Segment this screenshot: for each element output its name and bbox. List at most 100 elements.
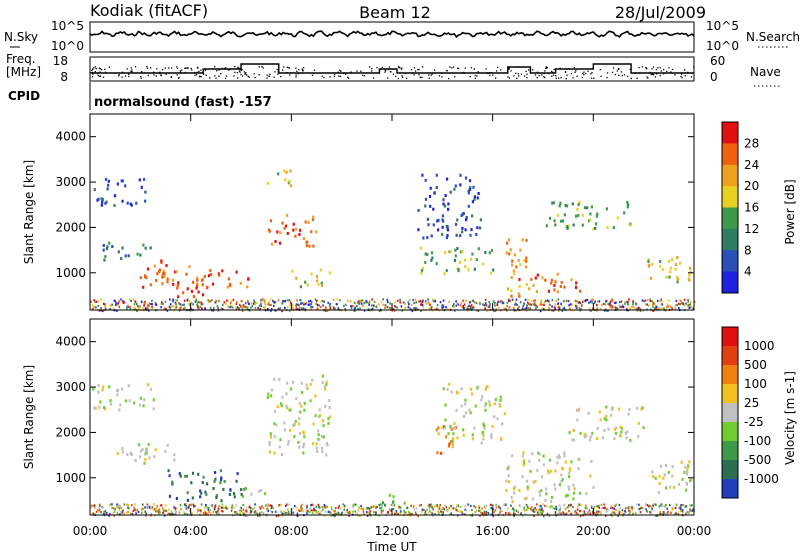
- ground-scatter: [146, 506, 149, 509]
- range-cell: [143, 461, 146, 465]
- nave-dot: [548, 73, 550, 75]
- range-cell: [522, 459, 525, 463]
- ground-scatter: [425, 513, 427, 516]
- ground-scatter: [390, 509, 392, 512]
- nave-dot: [684, 69, 686, 71]
- ground-scatter: [557, 298, 560, 301]
- ground-scatter: [426, 508, 429, 511]
- ground-scatter: [207, 508, 210, 511]
- ground-scatter: [342, 503, 345, 506]
- ground-scatter: [580, 503, 582, 506]
- range-cell: [628, 223, 631, 227]
- ground-scatter: [114, 508, 116, 511]
- ground-scatter: [214, 301, 217, 304]
- ground-scatter: [247, 300, 249, 303]
- range-cell: [144, 458, 147, 462]
- ground-scatter: [349, 300, 352, 303]
- nave-dot: [295, 67, 297, 69]
- ground-scatter: [207, 506, 210, 510]
- ground-scatter: [629, 307, 631, 310]
- ground-scatter: [660, 513, 663, 516]
- ground-scatter: [397, 513, 399, 516]
- nave-dot: [290, 72, 292, 74]
- ground-scatter: [635, 512, 637, 515]
- range-cell: [507, 474, 510, 478]
- range-cell: [626, 205, 629, 209]
- nave-dot: [99, 75, 102, 77]
- ground-scatter: [264, 303, 267, 306]
- noise-left-tick-bottom: 10^0: [51, 39, 84, 53]
- ground-scatter: [184, 512, 186, 515]
- range-cell: [679, 261, 682, 265]
- ground-scatter: [108, 514, 110, 517]
- ground-scatter: [469, 504, 472, 508]
- nave-dot: [575, 70, 577, 72]
- ground-scatter: [591, 298, 594, 301]
- nave-dot: [552, 74, 555, 76]
- nave-dot: [663, 68, 665, 71]
- ground-scatter: [675, 504, 678, 507]
- range-cell: [328, 406, 331, 410]
- range-cell: [553, 219, 556, 223]
- ground-scatter: [509, 299, 511, 302]
- ground-scatter: [97, 304, 100, 307]
- ground-scatter: [469, 301, 472, 304]
- ground-scatter: [277, 299, 280, 302]
- nave-dot: [99, 71, 101, 73]
- ground-scatter: [499, 510, 502, 513]
- ground-scatter: [130, 299, 132, 302]
- ground-scatter: [546, 512, 549, 516]
- nave-dot: [91, 71, 94, 74]
- range-cell: [496, 417, 499, 421]
- ground-scatter: [131, 513, 134, 516]
- ground-scatter: [685, 505, 688, 508]
- ground-scatter: [497, 300, 500, 303]
- nave-dot: [551, 75, 553, 77]
- ground-scatter: [408, 303, 410, 306]
- ground-scatter: [439, 301, 442, 304]
- ground-scatter: [92, 305, 95, 308]
- range-cell: [305, 386, 309, 390]
- ground-scatter: [296, 299, 298, 302]
- ground-scatter: [442, 507, 444, 510]
- range-cell: [328, 271, 331, 275]
- ground-scatter: [655, 307, 657, 310]
- nave-dot: [612, 67, 615, 69]
- nave-dot: [301, 68, 303, 70]
- nave-dot: [461, 72, 463, 74]
- ground-scatter: [438, 507, 441, 510]
- ground-scatter: [631, 508, 633, 511]
- nave-dot: [195, 74, 198, 76]
- nave-dot: [338, 75, 340, 77]
- ground-scatter: [479, 509, 482, 512]
- ground-scatter: [202, 512, 205, 515]
- ground-scatter: [627, 302, 629, 306]
- ground-scatter: [380, 503, 382, 506]
- colorbar-frame: [721, 326, 739, 499]
- ground-scatter: [249, 513, 251, 516]
- range-cell: [276, 230, 279, 234]
- ground-scatter: [148, 309, 150, 312]
- ground-scatter: [116, 512, 119, 515]
- range-cell: [595, 214, 598, 218]
- range-cell: [493, 415, 496, 419]
- ground-scatter: [158, 508, 161, 511]
- nave-dot: [690, 76, 693, 78]
- ground-scatter: [461, 512, 464, 516]
- ground-scatter: [272, 506, 274, 509]
- ground-scatter: [227, 305, 229, 308]
- ground-scatter: [614, 306, 617, 309]
- nave-dot: [131, 71, 133, 73]
- ground-scatter: [629, 510, 632, 514]
- ground-scatter: [94, 300, 97, 303]
- ground-scatter: [243, 305, 246, 308]
- ground-scatter: [527, 298, 529, 301]
- nave-dot: [130, 70, 132, 73]
- range-cell: [270, 388, 274, 392]
- ground-scatter: [666, 507, 668, 510]
- nave-dot: [395, 75, 397, 77]
- ground-scatter: [218, 299, 220, 303]
- range-cell: [581, 223, 584, 227]
- ground-scatter: [120, 299, 123, 302]
